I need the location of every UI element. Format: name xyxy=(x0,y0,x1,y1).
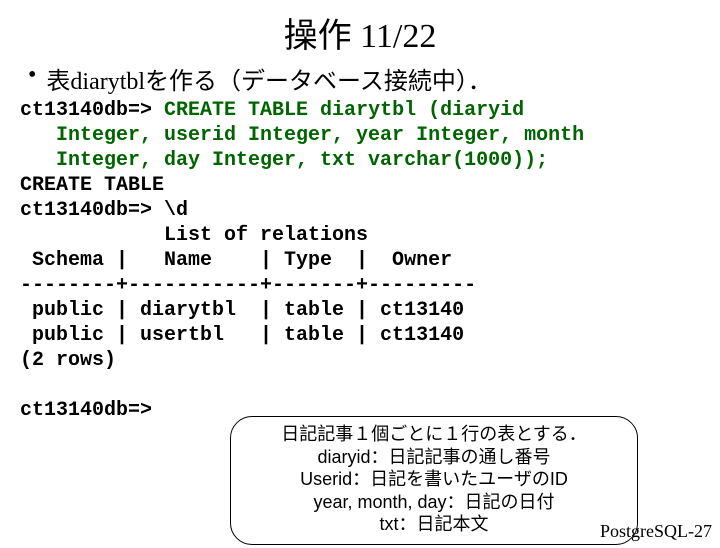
output-row-diarytbl: public | diarytbl | table | ct13140 xyxy=(20,299,464,322)
explanation-callout: 日記記事１個ごとに１行の表とする． diaryid：日記記事の通し番号 User… xyxy=(230,416,638,545)
terminal-output: ct13140db=> CREATE TABLE diarytbl (diary… xyxy=(20,98,720,423)
bullet-text: 表diarytblを作る（データベース接続中）． xyxy=(46,61,491,96)
callout-line-2: diaryid：日記記事の通し番号 xyxy=(239,446,629,469)
bullet-dot-icon: • xyxy=(28,61,36,90)
callout-line-4: year, month, day：日記の日付 xyxy=(239,491,629,514)
slide-footer: PostgreSQL-27 xyxy=(600,521,712,542)
output-row-count: (2 rows) xyxy=(20,349,116,372)
sql-create-line1: CREATE TABLE diarytbl (diaryid xyxy=(164,99,524,122)
output-create-table: CREATE TABLE xyxy=(20,174,164,197)
prompt-1: ct13140db=> xyxy=(20,99,164,122)
prompt-d-command: ct13140db=> \d xyxy=(20,199,188,222)
output-list-header: List of relations xyxy=(20,224,368,247)
callout-line-1: 日記記事１個ごとに１行の表とする． xyxy=(239,423,629,446)
slide-title: 操作 11/22 xyxy=(0,8,720,57)
output-table-divider: --------+-----------+-------+--------- xyxy=(20,274,476,297)
callout-line-3: Userid：日記を書いたユーザのID xyxy=(239,468,629,491)
output-row-usertbl: public | usertbl | table | ct13140 xyxy=(20,324,464,347)
bullet-item: • 表diarytblを作る（データベース接続中）． xyxy=(28,61,720,96)
prompt-3: ct13140db=> xyxy=(20,399,152,422)
callout-line-5: txt：日記本文 xyxy=(239,513,629,536)
output-table-header: Schema | Name | Type | Owner xyxy=(20,249,452,272)
sql-create-line3: Integer, day Integer, txt varchar(1000))… xyxy=(20,149,548,172)
sql-create-line2: Integer, userid Integer, year Integer, m… xyxy=(20,124,584,147)
